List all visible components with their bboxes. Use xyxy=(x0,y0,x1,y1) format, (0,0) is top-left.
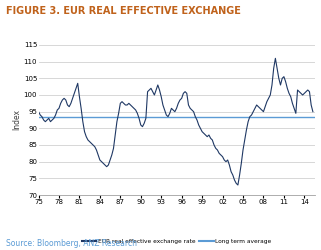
Text: FIGURE 3. EUR REAL EFFECTIVE EXCHANGE: FIGURE 3. EUR REAL EFFECTIVE EXCHANGE xyxy=(6,6,241,16)
Text: Source: Bloomberg, ANZ Research: Source: Bloomberg, ANZ Research xyxy=(6,238,137,248)
Legend: EUR real effective exchange rate, Long term average: EUR real effective exchange rate, Long t… xyxy=(79,236,274,246)
Y-axis label: Index: Index xyxy=(12,110,21,130)
